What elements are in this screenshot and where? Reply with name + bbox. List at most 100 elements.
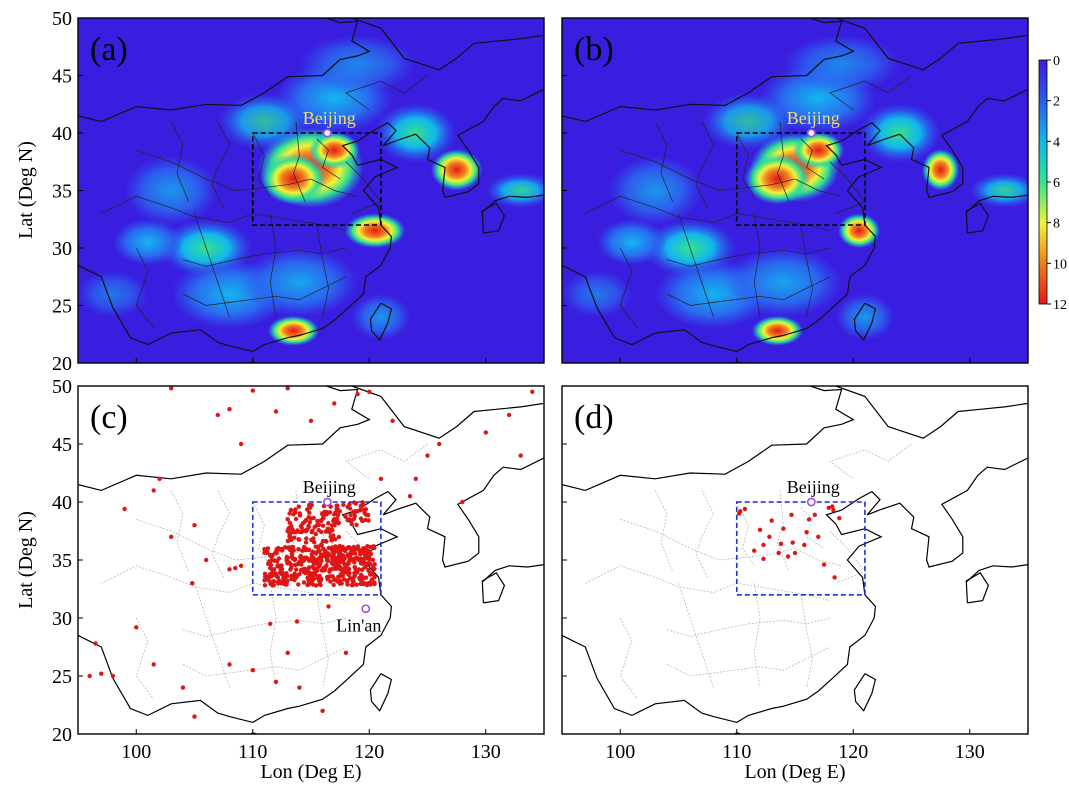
province-border (135, 617, 155, 700)
point-marker (227, 407, 232, 412)
colorbar-gradient (1038, 59, 1048, 305)
point-marker (355, 391, 360, 397)
point-marker (367, 569, 372, 574)
point-marker (285, 386, 290, 391)
point-marker (350, 551, 356, 556)
point-marker (359, 567, 365, 572)
point-marker (778, 541, 784, 546)
province-border (736, 501, 755, 567)
point-marker (367, 389, 372, 394)
point-marker (351, 516, 356, 522)
point-marker (341, 577, 347, 582)
point-marker (366, 581, 371, 586)
province-border (345, 443, 428, 480)
point-marker (313, 531, 318, 537)
point-marker (360, 556, 366, 562)
point-marker (802, 542, 807, 548)
point-marker (291, 548, 296, 553)
colorbar-tick-label: 0 (1053, 54, 1060, 69)
heatmap-cell (260, 153, 327, 205)
coastline (965, 564, 1028, 583)
point-marker (831, 507, 836, 513)
point-marker (816, 534, 821, 539)
point-marker (265, 561, 271, 566)
point-marker (320, 538, 326, 544)
province-border (695, 121, 714, 208)
point-marker (313, 550, 319, 556)
point-marker (360, 500, 365, 505)
lat-tick-label: 20 (52, 724, 72, 746)
lat-tick-label: 50 (52, 8, 72, 30)
point-marker (342, 556, 347, 561)
point-marker (279, 548, 285, 553)
province-border (194, 583, 230, 688)
point-marker (311, 515, 316, 521)
colorbar: 0 2 4 6 8 10 12 (1038, 54, 1067, 313)
point-marker (354, 522, 359, 527)
point-marker (806, 517, 812, 522)
province-border (695, 490, 714, 578)
point-marker (315, 518, 320, 524)
point-marker (285, 538, 291, 544)
point-marker (285, 650, 290, 655)
point-marker (289, 552, 295, 557)
point-marker (268, 565, 273, 571)
point-marker (294, 619, 300, 624)
point-marker (776, 550, 781, 556)
point-marker (321, 546, 326, 551)
coastline (562, 264, 714, 347)
heatmap-cell (351, 294, 411, 340)
province-border (135, 247, 154, 329)
point-marker (334, 503, 339, 508)
point-marker (287, 547, 293, 552)
point-marker (832, 575, 837, 580)
point-marker (300, 548, 305, 553)
island-outline (369, 302, 393, 342)
point-marker (337, 560, 342, 565)
point-marker (332, 519, 337, 525)
point-marker (327, 567, 333, 572)
point-marker (233, 565, 238, 571)
point-marker (276, 547, 281, 552)
point-marker (192, 523, 197, 528)
island-outline (481, 202, 506, 234)
point-marker (821, 562, 827, 567)
point-marker (272, 567, 277, 572)
point-marker (273, 679, 279, 684)
point-marker (180, 685, 186, 690)
point-marker (357, 576, 363, 582)
point-marker (339, 566, 344, 572)
province-border (211, 490, 230, 578)
lon-tick-label: 110 (238, 741, 267, 763)
province-border (800, 594, 813, 688)
lat-tick-label: 40 (52, 123, 72, 145)
lat-tick-label: 45 (52, 66, 72, 88)
island-outline (853, 302, 877, 342)
point-marker (792, 550, 798, 556)
point-marker (297, 529, 302, 535)
lat-axis-label-bottom: Lat (Deg N) (15, 511, 37, 609)
point-marker (390, 418, 395, 423)
point-marker (324, 509, 329, 515)
point-marker (297, 571, 302, 577)
point-marker (346, 561, 351, 566)
province-border (316, 594, 329, 688)
point-marker (790, 540, 795, 545)
point-marker (349, 582, 355, 588)
point-marker (320, 523, 326, 528)
point-marker (324, 539, 329, 544)
coastline (351, 386, 544, 439)
map-plot-area (78, 386, 544, 734)
panel-label: (a) (90, 31, 128, 68)
beijing-marker (806, 128, 816, 138)
heatmap-cell (751, 315, 804, 346)
point-marker (352, 564, 357, 570)
heatmap-cell (267, 315, 320, 346)
province-border (753, 213, 761, 318)
map-plot-area (78, 18, 544, 363)
point-marker (372, 562, 377, 567)
point-marker (339, 572, 345, 577)
point-marker (351, 544, 356, 550)
point-marker (296, 547, 301, 552)
point-marker (227, 662, 232, 667)
